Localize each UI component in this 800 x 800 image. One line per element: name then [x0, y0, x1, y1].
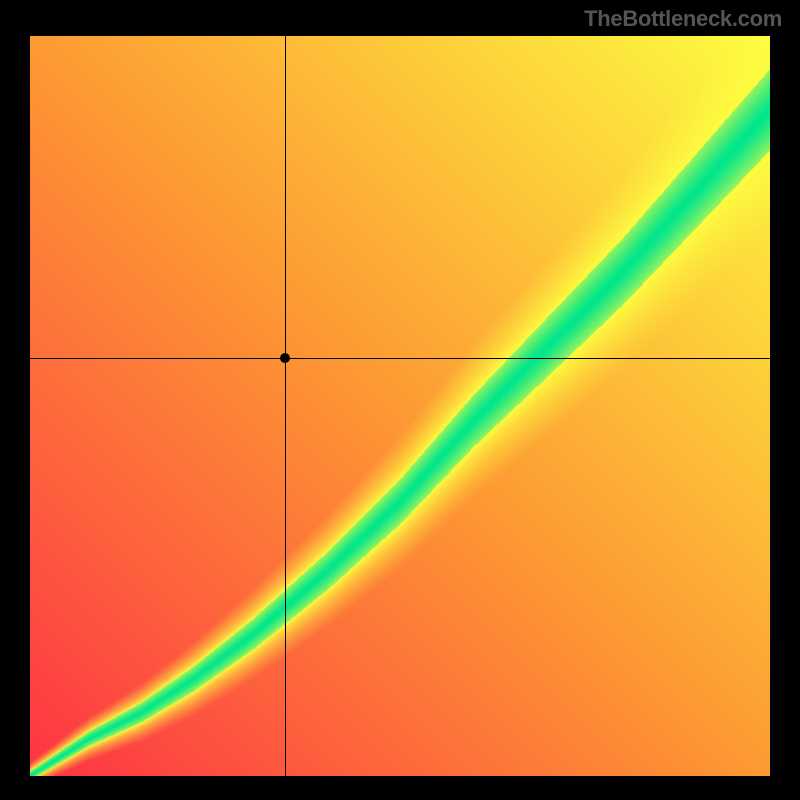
chart-root: TheBottleneck.com — [0, 0, 800, 800]
crosshair-vertical — [285, 36, 286, 776]
crosshair-horizontal — [30, 358, 770, 359]
watermark-text: TheBottleneck.com — [584, 6, 782, 32]
heatmap-plot — [30, 36, 770, 776]
crosshair-marker — [280, 353, 290, 363]
heatmap-canvas — [30, 36, 770, 776]
